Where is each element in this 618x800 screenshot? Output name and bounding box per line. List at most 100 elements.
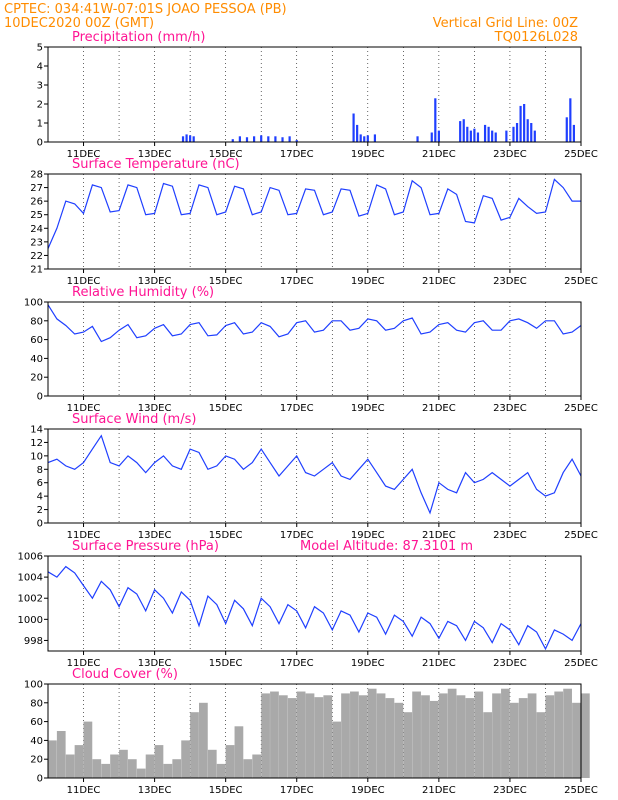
cloud-bar xyxy=(563,688,572,778)
x-tick-label: 25DEC xyxy=(564,530,598,541)
precip-bar xyxy=(469,130,472,142)
x-tick-label: 11DEC xyxy=(67,658,101,669)
precip-bar xyxy=(459,121,462,142)
y-tick-label: 1 xyxy=(37,119,43,130)
x-tick-label: 17DEC xyxy=(280,149,314,160)
cloud-bar xyxy=(403,712,413,778)
cloud-bar xyxy=(492,693,501,778)
cloud-bar xyxy=(74,745,84,778)
pressure-panel: 998 1000 1002 1004 1006 11DEC 13DEC 15DEC 17DEC 1… xyxy=(18,539,598,669)
cloud-bar xyxy=(447,688,457,778)
y-tick-label: 21 xyxy=(30,265,43,276)
cloud-title: Cloud Cover (%) xyxy=(72,667,178,682)
y-tick-label: 26 xyxy=(30,197,43,208)
pressure-frame xyxy=(47,555,582,652)
x-tick-label: 13DEC xyxy=(138,658,172,669)
x-tick-label: 15DEC xyxy=(209,149,243,160)
precip-bar xyxy=(437,130,440,142)
y-tick-label: 12 xyxy=(30,438,43,449)
cloud-bar xyxy=(474,691,484,778)
x-tick-label: 25DEC xyxy=(564,785,598,796)
x-tick-label: 15DEC xyxy=(209,785,243,796)
precip-bar xyxy=(189,135,192,142)
x-tick-label: 13DEC xyxy=(138,276,172,287)
x-tick-label: 17DEC xyxy=(280,785,314,796)
precip-bar xyxy=(295,140,298,142)
x-tick-label: 25DEC xyxy=(564,149,598,160)
x-tick-label: 23DEC xyxy=(493,785,527,796)
precip-bar xyxy=(466,126,469,142)
cloud-bar xyxy=(429,700,439,778)
x-tick-label: 23DEC xyxy=(493,403,527,414)
y-tick-label: 22 xyxy=(30,251,43,262)
cloud-bar xyxy=(341,693,350,778)
precip-bar xyxy=(476,132,480,142)
cloud-bar xyxy=(207,749,217,778)
cloud-bar xyxy=(350,691,359,778)
humidity-line xyxy=(47,304,582,343)
header-model: TQ0126L028 xyxy=(494,30,578,45)
precip-bar xyxy=(281,137,284,142)
cloud-bar xyxy=(119,749,128,778)
x-tick-label: 17DEC xyxy=(280,658,314,669)
cloud-bar xyxy=(394,702,404,778)
cloud-bar xyxy=(181,740,190,778)
x-tick-label: 19DEC xyxy=(351,403,385,414)
x-tick-label: 25DEC xyxy=(564,276,598,287)
cloud-bar xyxy=(527,693,537,778)
x-tick-label: 13DEC xyxy=(138,785,172,796)
cloud-bar xyxy=(314,697,324,778)
cloud-bar xyxy=(261,693,270,778)
cloud-bar xyxy=(145,754,155,778)
precip-bar xyxy=(245,137,249,142)
x-tick-label: 21DEC xyxy=(422,403,456,414)
x-tick-label: 21DEC xyxy=(422,658,456,669)
x-tick-label: 13DEC xyxy=(138,403,172,414)
precip-bar xyxy=(416,136,419,142)
precip-bar xyxy=(366,135,369,142)
x-tick-label: 19DEC xyxy=(351,530,385,541)
y-tick-label: 14 xyxy=(30,425,43,436)
precip-bar xyxy=(359,134,362,142)
cloud-bar xyxy=(48,740,57,778)
temperature-frame xyxy=(47,173,582,270)
x-tick-label: 21DEC xyxy=(422,530,456,541)
precip-bar xyxy=(181,136,185,142)
y-tick-label: 998 xyxy=(24,636,43,647)
precipitation-title: Precipitation (mm/h) xyxy=(72,30,205,45)
x-tick-label: 15DEC xyxy=(209,530,243,541)
cloud-bar xyxy=(287,698,297,778)
cloud-bar xyxy=(65,754,75,778)
y-tick-label: 24 xyxy=(30,224,43,235)
x-tick-label: 19DEC xyxy=(351,785,385,796)
y-tick-label: 5 xyxy=(37,43,43,54)
precip-bar xyxy=(533,130,536,142)
y-tick-label: 4 xyxy=(37,492,43,503)
cloud-bar xyxy=(421,695,430,778)
humidity-title: Relative Humidity (%) xyxy=(72,285,214,300)
header-grid-note: Vertical Grid Line: 00Z xyxy=(433,16,578,31)
cloud-bar xyxy=(332,721,342,778)
x-tick-label: 25DEC xyxy=(564,658,598,669)
model-altitude-label: Model Altitude: 87.3101 m xyxy=(300,539,473,554)
y-tick-label: 60 xyxy=(30,335,43,346)
x-tick-label: 15DEC xyxy=(209,658,243,669)
y-tick-label: 2 xyxy=(37,100,43,111)
cloud-frame xyxy=(47,683,582,779)
cloud-bar xyxy=(172,759,182,778)
y-tick-label: 40 xyxy=(30,736,43,747)
x-tick-label: 19DEC xyxy=(351,149,385,160)
header-location: CPTEC: 034:41W-07:01S JOAO PESSOA (PB) xyxy=(4,2,287,17)
precip-bar xyxy=(430,132,433,142)
precip-bar xyxy=(487,126,490,142)
cloud-bar xyxy=(412,691,421,778)
cloud-bar xyxy=(456,695,466,778)
precipitation-panel: 0 1 2 3 4 5 11DEC 13DEC 15DEC 17DEC 19DEC 21DEC 23DE… xyxy=(37,30,598,160)
cloud-bar xyxy=(305,693,315,778)
x-tick-label: 15DEC xyxy=(209,276,243,287)
cloud-bar xyxy=(252,754,262,778)
precip-bar xyxy=(267,136,270,142)
cloud-bar xyxy=(465,698,475,778)
precip-bar xyxy=(356,124,359,142)
